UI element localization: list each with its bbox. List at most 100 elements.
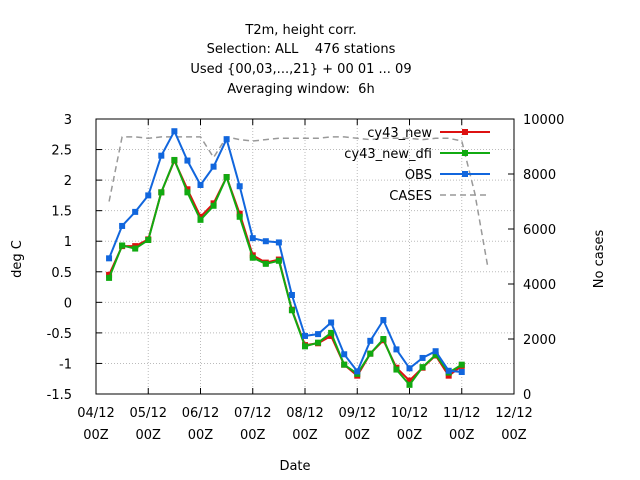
- legend-label: cy43_new_dfi: [344, 147, 432, 162]
- x-tick-label-hour: 00Z: [397, 428, 423, 443]
- data-point: [236, 213, 243, 220]
- data-point: [223, 136, 230, 143]
- data-point: [406, 377, 413, 384]
- series-line-obs: [108, 130, 462, 373]
- plot-frame: [95, 118, 515, 395]
- data-point: [288, 307, 295, 314]
- data-point: [406, 365, 413, 372]
- legend-marker: [462, 171, 468, 177]
- data-point: [288, 292, 295, 298]
- data-point: [354, 368, 361, 375]
- grid-lines: [96, 119, 514, 394]
- data-point: [406, 381, 413, 388]
- y-tick-label: 1: [64, 235, 72, 250]
- data-point: [132, 245, 139, 252]
- data-point: [380, 336, 387, 342]
- x-tick-label-hour: 00Z: [240, 428, 266, 443]
- x-tick-label-date: 09/12: [339, 406, 376, 421]
- x-tick-label-hour: 00Z: [83, 428, 109, 443]
- data-point: [197, 213, 204, 220]
- x-tick-label-hour: 00Z: [345, 428, 371, 443]
- chart-title: T2m, height corr. Selection: ALL 476 sta…: [190, 23, 411, 97]
- x-tick-label-date: 06/12: [182, 406, 219, 421]
- data-point: [275, 257, 282, 264]
- data-point: [145, 237, 152, 243]
- x-tick-label-hour: 00Z: [136, 428, 162, 443]
- y2-tick-label: 2000: [523, 333, 556, 348]
- data-point: [106, 271, 113, 278]
- data-point: [106, 255, 113, 262]
- y-tick-label: 1.5: [51, 205, 72, 220]
- title-line-2: Selection: ALL 476 stations: [207, 42, 396, 57]
- title-line-4: Averaging window: 6h: [227, 82, 374, 97]
- data-point: [445, 372, 452, 379]
- data-point: [184, 186, 191, 193]
- data-point: [158, 189, 165, 196]
- data-point: [210, 202, 217, 209]
- data-point: [184, 189, 191, 196]
- y-tick-label: 2: [64, 174, 72, 189]
- y-tick-label: 3: [64, 113, 72, 128]
- y2-tick-label: 4000: [523, 278, 556, 293]
- data-point: [145, 192, 152, 199]
- legend: cy43_new cy43_new_dfi OBS CASES: [344, 126, 490, 204]
- data-point: [367, 350, 374, 357]
- y-tick-label: -1: [59, 357, 72, 372]
- data-point: [210, 163, 217, 170]
- y2-axis-label: No cases: [592, 230, 607, 289]
- axes-ticks: 3 2.5 2 1.5 1 0.5 0 -0.5 -1 -1.5 10000 8000 6000 4000…: [47, 113, 565, 443]
- data-point: [184, 157, 191, 164]
- data-point: [106, 274, 113, 281]
- data-point: [328, 319, 335, 326]
- y-tick-label: -1.5: [47, 388, 72, 403]
- data-point: [393, 346, 400, 353]
- data-point: [341, 351, 348, 358]
- x-axis-label: Date: [279, 459, 310, 474]
- y-tick-label: 2.5: [51, 144, 72, 159]
- y-tick-label: -0.5: [47, 327, 72, 342]
- x-tick-label-hour: 00Z: [449, 428, 475, 443]
- data-point: [197, 182, 204, 188]
- data-point: [432, 351, 439, 358]
- data-point: [458, 361, 465, 368]
- data-point: [458, 369, 465, 375]
- legend-label: CASES: [389, 189, 432, 204]
- data-point: [262, 238, 269, 245]
- data-point: [132, 208, 139, 215]
- data-point: [315, 339, 322, 346]
- data-point: [275, 239, 282, 246]
- x-tick-label-date: 08/12: [286, 406, 323, 421]
- legend-marker: [462, 150, 468, 156]
- y2-tick-label: 6000: [523, 223, 556, 238]
- y2-tick-label: 0: [523, 388, 531, 403]
- data-point: [445, 367, 452, 374]
- title-line-3: Used {00,03,...,21} + 00 01 ... 09: [190, 62, 411, 77]
- legend-label: OBS: [405, 168, 432, 183]
- data-point: [328, 329, 335, 336]
- data-point: [223, 174, 230, 181]
- title-line-1: T2m, height corr.: [244, 23, 356, 38]
- data-point: [367, 337, 374, 344]
- cases-series-layer: [108, 136, 489, 268]
- data-point: [119, 242, 126, 249]
- x-tick-label-hour: 00Z: [188, 428, 214, 443]
- data-point: [419, 364, 426, 371]
- data-point: [393, 366, 400, 373]
- data-point: [341, 361, 348, 368]
- legend-marker: [462, 129, 468, 135]
- data-point: [302, 332, 308, 339]
- y-tick-label: 0: [64, 296, 72, 311]
- y-tick-label: 0.5: [51, 266, 72, 281]
- series-line-cy43-new-dfi: [108, 158, 463, 386]
- data-point: [119, 222, 126, 229]
- series-line-cases: [108, 136, 489, 268]
- x-tick-label-hour: 00Z: [501, 428, 527, 443]
- x-tick-label-date: 07/12: [234, 406, 271, 421]
- x-tick-label-date: 11/12: [443, 406, 480, 421]
- x-tick-label-date: 04/12: [77, 406, 114, 421]
- legend-label: cy43_new: [367, 126, 432, 141]
- data-point: [197, 216, 204, 223]
- data-point: [419, 354, 426, 361]
- data-point: [249, 254, 256, 261]
